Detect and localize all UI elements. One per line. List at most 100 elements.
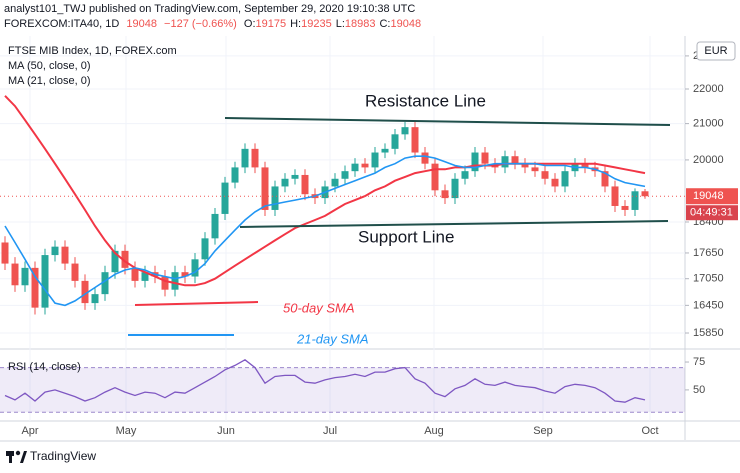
y-tick-label: 21000: [693, 118, 724, 130]
annotation: Resistance Line: [365, 91, 486, 110]
candle-body: [341, 171, 349, 179]
candle-body: [91, 294, 99, 304]
candle-body: [601, 171, 609, 187]
candle-body: [161, 276, 169, 290]
candle-body: [421, 152, 429, 164]
candle-body: [481, 152, 489, 164]
candle-body: [61, 246, 69, 264]
candle-body: [71, 263, 79, 281]
footer-brand: TradingView: [30, 449, 96, 463]
candle-body: [51, 246, 59, 256]
support-line: [239, 220, 669, 228]
ohlc-label: H:: [290, 18, 301, 30]
x-tick-label: Apr: [21, 425, 38, 437]
x-tick-label: Oct: [641, 425, 658, 437]
publisher-line: analyst101_TWJ published on TradingView.…: [4, 3, 415, 15]
currency-button[interactable]: [696, 41, 736, 61]
ohlc-label: L:: [336, 18, 345, 30]
y-tick-label: 22000: [693, 83, 724, 95]
candle-body: [251, 148, 259, 168]
candle-body: [201, 238, 209, 260]
x-tick-label: Jun: [217, 425, 235, 437]
candle-body: [21, 267, 29, 286]
candle-body: [271, 186, 279, 210]
annotation: 21-day SMA: [296, 331, 369, 346]
candle-body: [621, 205, 629, 210]
y-tick-label: 75: [693, 356, 705, 368]
ohlc-value: 19175: [256, 18, 287, 30]
resistance-line: [224, 117, 671, 126]
x-tick-label: May: [116, 425, 137, 437]
candle-body: [81, 280, 89, 304]
candle-body: [41, 255, 49, 308]
candle-body: [301, 174, 309, 195]
ohlc-label: O:: [244, 18, 256, 30]
candle-body: [541, 171, 549, 179]
candle-body: [281, 178, 289, 187]
candle-body: [451, 178, 459, 199]
candle-body: [511, 156, 519, 164]
candle-body: [551, 178, 559, 187]
x-tick-label: Jul: [323, 425, 337, 437]
rsi-band: [0, 367, 685, 413]
candle-body: [411, 127, 419, 153]
candle-body: [1, 242, 9, 264]
y-tick-label: 17650: [693, 247, 724, 259]
candle-body: [521, 163, 529, 168]
candle-body: [441, 190, 449, 199]
candle-body: [191, 259, 199, 277]
candle-body: [211, 213, 219, 239]
candle-body: [171, 272, 179, 290]
axis-layer: 2300022000210002000018400176501705016450…: [21, 50, 738, 437]
sma50-marker: [134, 301, 259, 306]
legend-entry: MA (50, close, 0): [8, 60, 91, 72]
countdown-badge: [686, 205, 738, 221]
currency[interactable]: EUR: [704, 45, 727, 57]
candle-body: [261, 167, 269, 210]
symbol-line: FOREXCOM:ITA40, 1D 19048 −127 (−0.66%) O…: [4, 18, 421, 30]
candle-body: [401, 127, 409, 135]
candle-body: [461, 171, 469, 179]
candle-body: [131, 267, 139, 281]
candle-body: [641, 191, 649, 197]
candle-body: [291, 174, 299, 179]
candle-body: [221, 182, 229, 214]
candle-body: [431, 163, 439, 191]
ohlc-value: 19235: [301, 18, 332, 30]
x-tick-label: Sep: [533, 425, 553, 437]
y-tick-label: 16450: [693, 299, 724, 311]
annotation: 50-day SMA: [283, 300, 355, 315]
countdown: 04:49:31: [690, 207, 733, 219]
plot: [0, 36, 685, 421]
candle-body: [181, 272, 189, 277]
candle-body: [121, 250, 129, 268]
y-tick-label: 20000: [693, 154, 724, 166]
candle-body: [381, 148, 389, 153]
candle-body: [561, 171, 569, 187]
candle-body: [391, 134, 399, 149]
logo: [6, 450, 27, 463]
ohlc-value: 18983: [345, 18, 376, 30]
candle-body: [11, 263, 19, 286]
symbol: FOREXCOM:ITA40, 1D: [4, 18, 119, 30]
last-price: 19048: [126, 18, 157, 30]
legend-entry: MA (21, close, 0): [8, 75, 91, 87]
y-tick-label: 17050: [693, 273, 724, 285]
rsi-title: RSI (14, close): [8, 361, 81, 373]
candle-body: [351, 163, 359, 172]
annotation: Support Line: [358, 227, 454, 246]
y-tick-label: 15850: [693, 327, 724, 339]
candle-body: [331, 178, 339, 187]
candle-body: [371, 152, 379, 168]
x-tick-label: Aug: [424, 425, 444, 437]
candle-body: [141, 272, 149, 281]
y-tick-label: 50: [693, 384, 705, 396]
candle-body: [231, 167, 239, 183]
ohlc-label: C:: [379, 18, 390, 30]
candle-body: [101, 272, 109, 295]
candle-body: [611, 186, 619, 206]
candle-body: [581, 163, 589, 168]
candle-body: [531, 167, 539, 172]
chart-title: FTSE MIB Index, 1D, FOREX.com: [8, 45, 177, 57]
